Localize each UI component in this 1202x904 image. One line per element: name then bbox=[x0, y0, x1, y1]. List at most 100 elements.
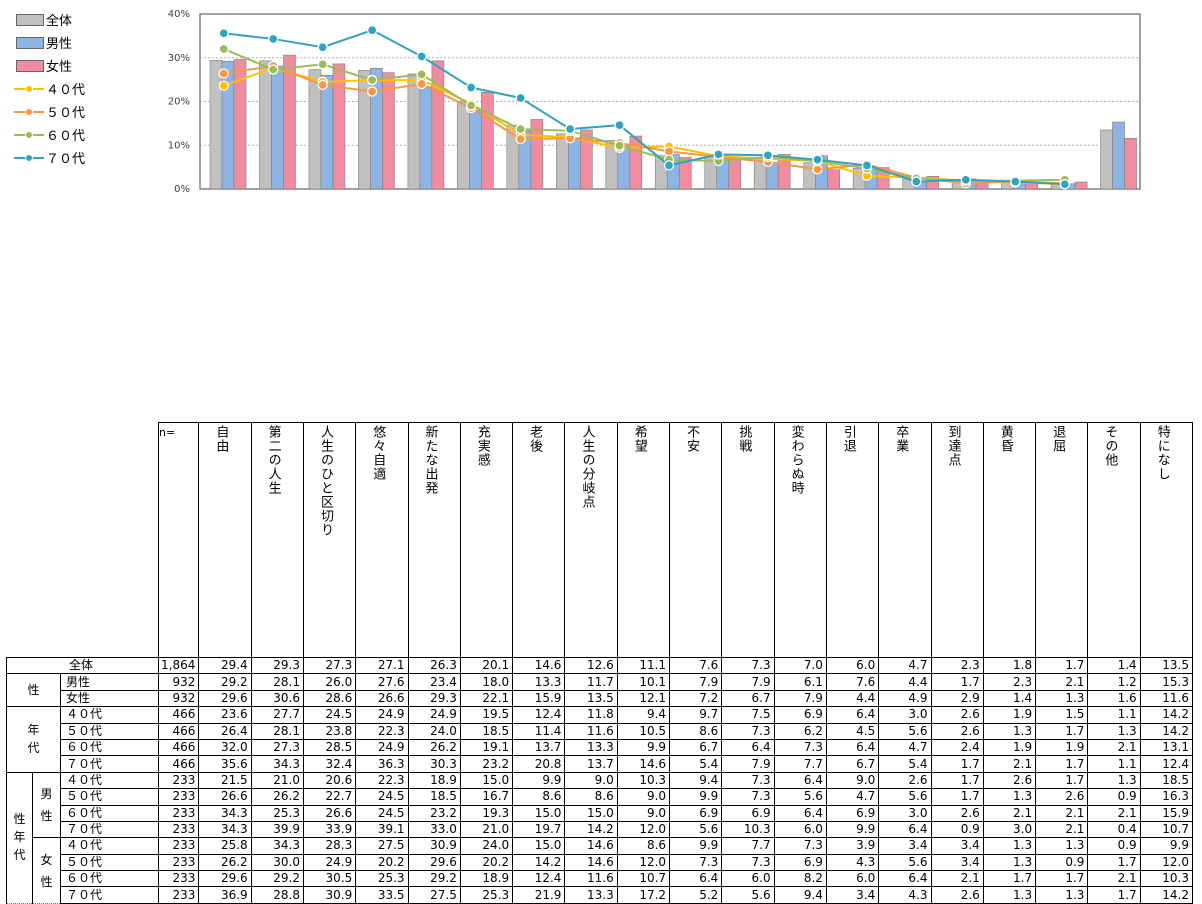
table-row: 年代 ４０代 466 23.6 27.7 24.5 24.9 24.9 19.5 12.4 11.8… bbox=[6, 706, 1194, 773]
category-header: 変わらぬ時 bbox=[773, 422, 827, 658]
point-60s bbox=[317, 59, 328, 70]
table-cell: 2.1 bbox=[982, 755, 1037, 773]
table-cell: 23.6 bbox=[198, 706, 252, 724]
table-cell: 6.9 bbox=[825, 804, 880, 822]
table-cell: 27.5 bbox=[355, 837, 409, 855]
table-cell: 7.9 bbox=[721, 673, 775, 691]
line-50s bbox=[223, 65, 1065, 185]
category-label: 希望 bbox=[631, 425, 647, 453]
category-label: 変わらぬ時 bbox=[788, 425, 804, 495]
legend-item-all: 全体 bbox=[14, 8, 85, 31]
table-cell: 15.0 bbox=[512, 837, 566, 855]
table-cell: 6.4 bbox=[669, 870, 723, 888]
table-cell: 23.2 bbox=[407, 804, 461, 822]
table-cell: 12.4 bbox=[512, 706, 566, 724]
legend-item-male: 男性 bbox=[14, 31, 85, 54]
legend-label: ４０代 bbox=[46, 83, 86, 98]
table-row: ５０代 466 26.4 28.1 23.8 22.3 24.0 18.5 11.4 11.6 10… bbox=[7, 722, 1194, 740]
data-table: n= 自由 第二の人生 人生のひと区切り 悠々自適 新たな出発 充実感 老後 人生の分岐点 希望 不… bbox=[6, 422, 1194, 904]
bar-all bbox=[209, 60, 223, 190]
point-70s bbox=[416, 51, 427, 62]
table-cell: 3.4 bbox=[930, 837, 984, 855]
sub-group-text: 女性 bbox=[40, 852, 53, 889]
legend-label: ７０代 bbox=[46, 152, 86, 167]
point-60s bbox=[367, 74, 378, 86]
sample-size: 233 bbox=[157, 788, 200, 806]
table-cell: 26.6 bbox=[302, 804, 357, 822]
table-cell: 6.4 bbox=[773, 771, 827, 790]
table-cell: 6.7 bbox=[669, 738, 723, 757]
table-cell: 32.0 bbox=[198, 738, 252, 757]
table-cell: 15.9 bbox=[1139, 804, 1194, 822]
table-cell: 18.0 bbox=[459, 673, 514, 691]
table-cell: 17.2 bbox=[616, 886, 671, 904]
legend-label: 女性 bbox=[46, 60, 73, 75]
table-cell: 11.7 bbox=[564, 673, 618, 691]
row-label: ６０代 bbox=[60, 804, 159, 822]
table-cell: 26.4 bbox=[198, 722, 252, 740]
table-cell: 14.2 bbox=[1139, 722, 1194, 740]
table-cell: 26.6 bbox=[355, 689, 409, 708]
point-70s bbox=[218, 28, 229, 39]
table-cell: 1.9 bbox=[982, 738, 1037, 757]
table-cell: 28.3 bbox=[302, 837, 357, 855]
table-cell: 1.7 bbox=[982, 870, 1037, 888]
table-cell: 26.0 bbox=[302, 673, 357, 691]
table-cell: 6.4 bbox=[825, 738, 880, 757]
table-cell: 19.3 bbox=[459, 804, 514, 822]
row-label: ４０代 bbox=[60, 706, 159, 724]
table-cell: 18.9 bbox=[407, 771, 461, 790]
sample-size: 233 bbox=[157, 804, 200, 822]
table-cell: 2.1 bbox=[1035, 820, 1089, 839]
bar-female bbox=[1025, 183, 1038, 190]
point-70s bbox=[268, 33, 279, 45]
point-70s bbox=[1059, 179, 1070, 190]
table-cell: 26.2 bbox=[250, 788, 304, 806]
bar-male bbox=[1112, 121, 1125, 190]
table-cell: 25.3 bbox=[250, 804, 304, 822]
table-row: ５０代 233 26.6 26.2 22.7 24.5 18.5 16.7 8.6 8.6 9.0 9… bbox=[7, 788, 1194, 806]
bar-female bbox=[827, 169, 840, 190]
bar-female bbox=[530, 119, 544, 190]
table-cell: 13.5 bbox=[564, 689, 618, 708]
table-cell: 7.3 bbox=[721, 656, 775, 675]
table-cell: 12.0 bbox=[616, 820, 671, 839]
row-label: ７０代 bbox=[60, 755, 159, 773]
table-cell: 6.7 bbox=[721, 689, 775, 708]
table-cell: 6.9 bbox=[773, 706, 827, 724]
table-cell: 14.2 bbox=[1139, 706, 1194, 724]
table-cell: 29.6 bbox=[198, 689, 252, 708]
table-cell: 7.9 bbox=[721, 755, 775, 773]
table-cell: 9.4 bbox=[773, 886, 827, 904]
table-cell: 1.3 bbox=[1035, 837, 1089, 855]
table-cell: 1.7 bbox=[1035, 755, 1089, 773]
table-cell: 18.9 bbox=[459, 870, 514, 888]
category-header: 挑戦 bbox=[721, 422, 775, 658]
category-label: 第二の人生 bbox=[265, 425, 281, 495]
table-cell: 2.3 bbox=[930, 656, 984, 675]
category-label: その他 bbox=[1102, 425, 1118, 467]
table-cell: 10.3 bbox=[721, 820, 775, 839]
table-cell: 7.3 bbox=[721, 771, 775, 790]
row-label: 男性 bbox=[60, 673, 159, 691]
table-cell: 13.5 bbox=[1139, 656, 1194, 675]
table-cell: 29.6 bbox=[198, 870, 252, 888]
table-cell: 20.1 bbox=[459, 656, 514, 675]
category-label: 自由 bbox=[213, 425, 229, 453]
table-cell: 15.0 bbox=[564, 804, 618, 822]
bar-female bbox=[1074, 181, 1088, 190]
point-50s bbox=[416, 78, 427, 90]
table-cell: 6.1 bbox=[773, 673, 827, 691]
table-cell: 6.9 bbox=[773, 853, 827, 872]
table-cell: 9.9 bbox=[1139, 837, 1194, 855]
table-cell: 1.3 bbox=[982, 886, 1037, 904]
legend-label: ６０代 bbox=[46, 129, 86, 144]
table-cell: 13.3 bbox=[564, 738, 618, 757]
table-cell: 32.4 bbox=[302, 755, 357, 773]
table-cell: 21.0 bbox=[250, 771, 304, 790]
table-cell: 1.3 bbox=[982, 837, 1037, 855]
table-cell: 9.0 bbox=[825, 771, 880, 790]
table-header-row: n= 自由 第二の人生 人生のひと区切り 悠々自適 新たな出発 充実感 老後 人生の分岐点 希望 不… bbox=[7, 422, 1194, 658]
table-cell: 3.0 bbox=[878, 804, 932, 822]
table-cell: 27.1 bbox=[355, 656, 409, 675]
